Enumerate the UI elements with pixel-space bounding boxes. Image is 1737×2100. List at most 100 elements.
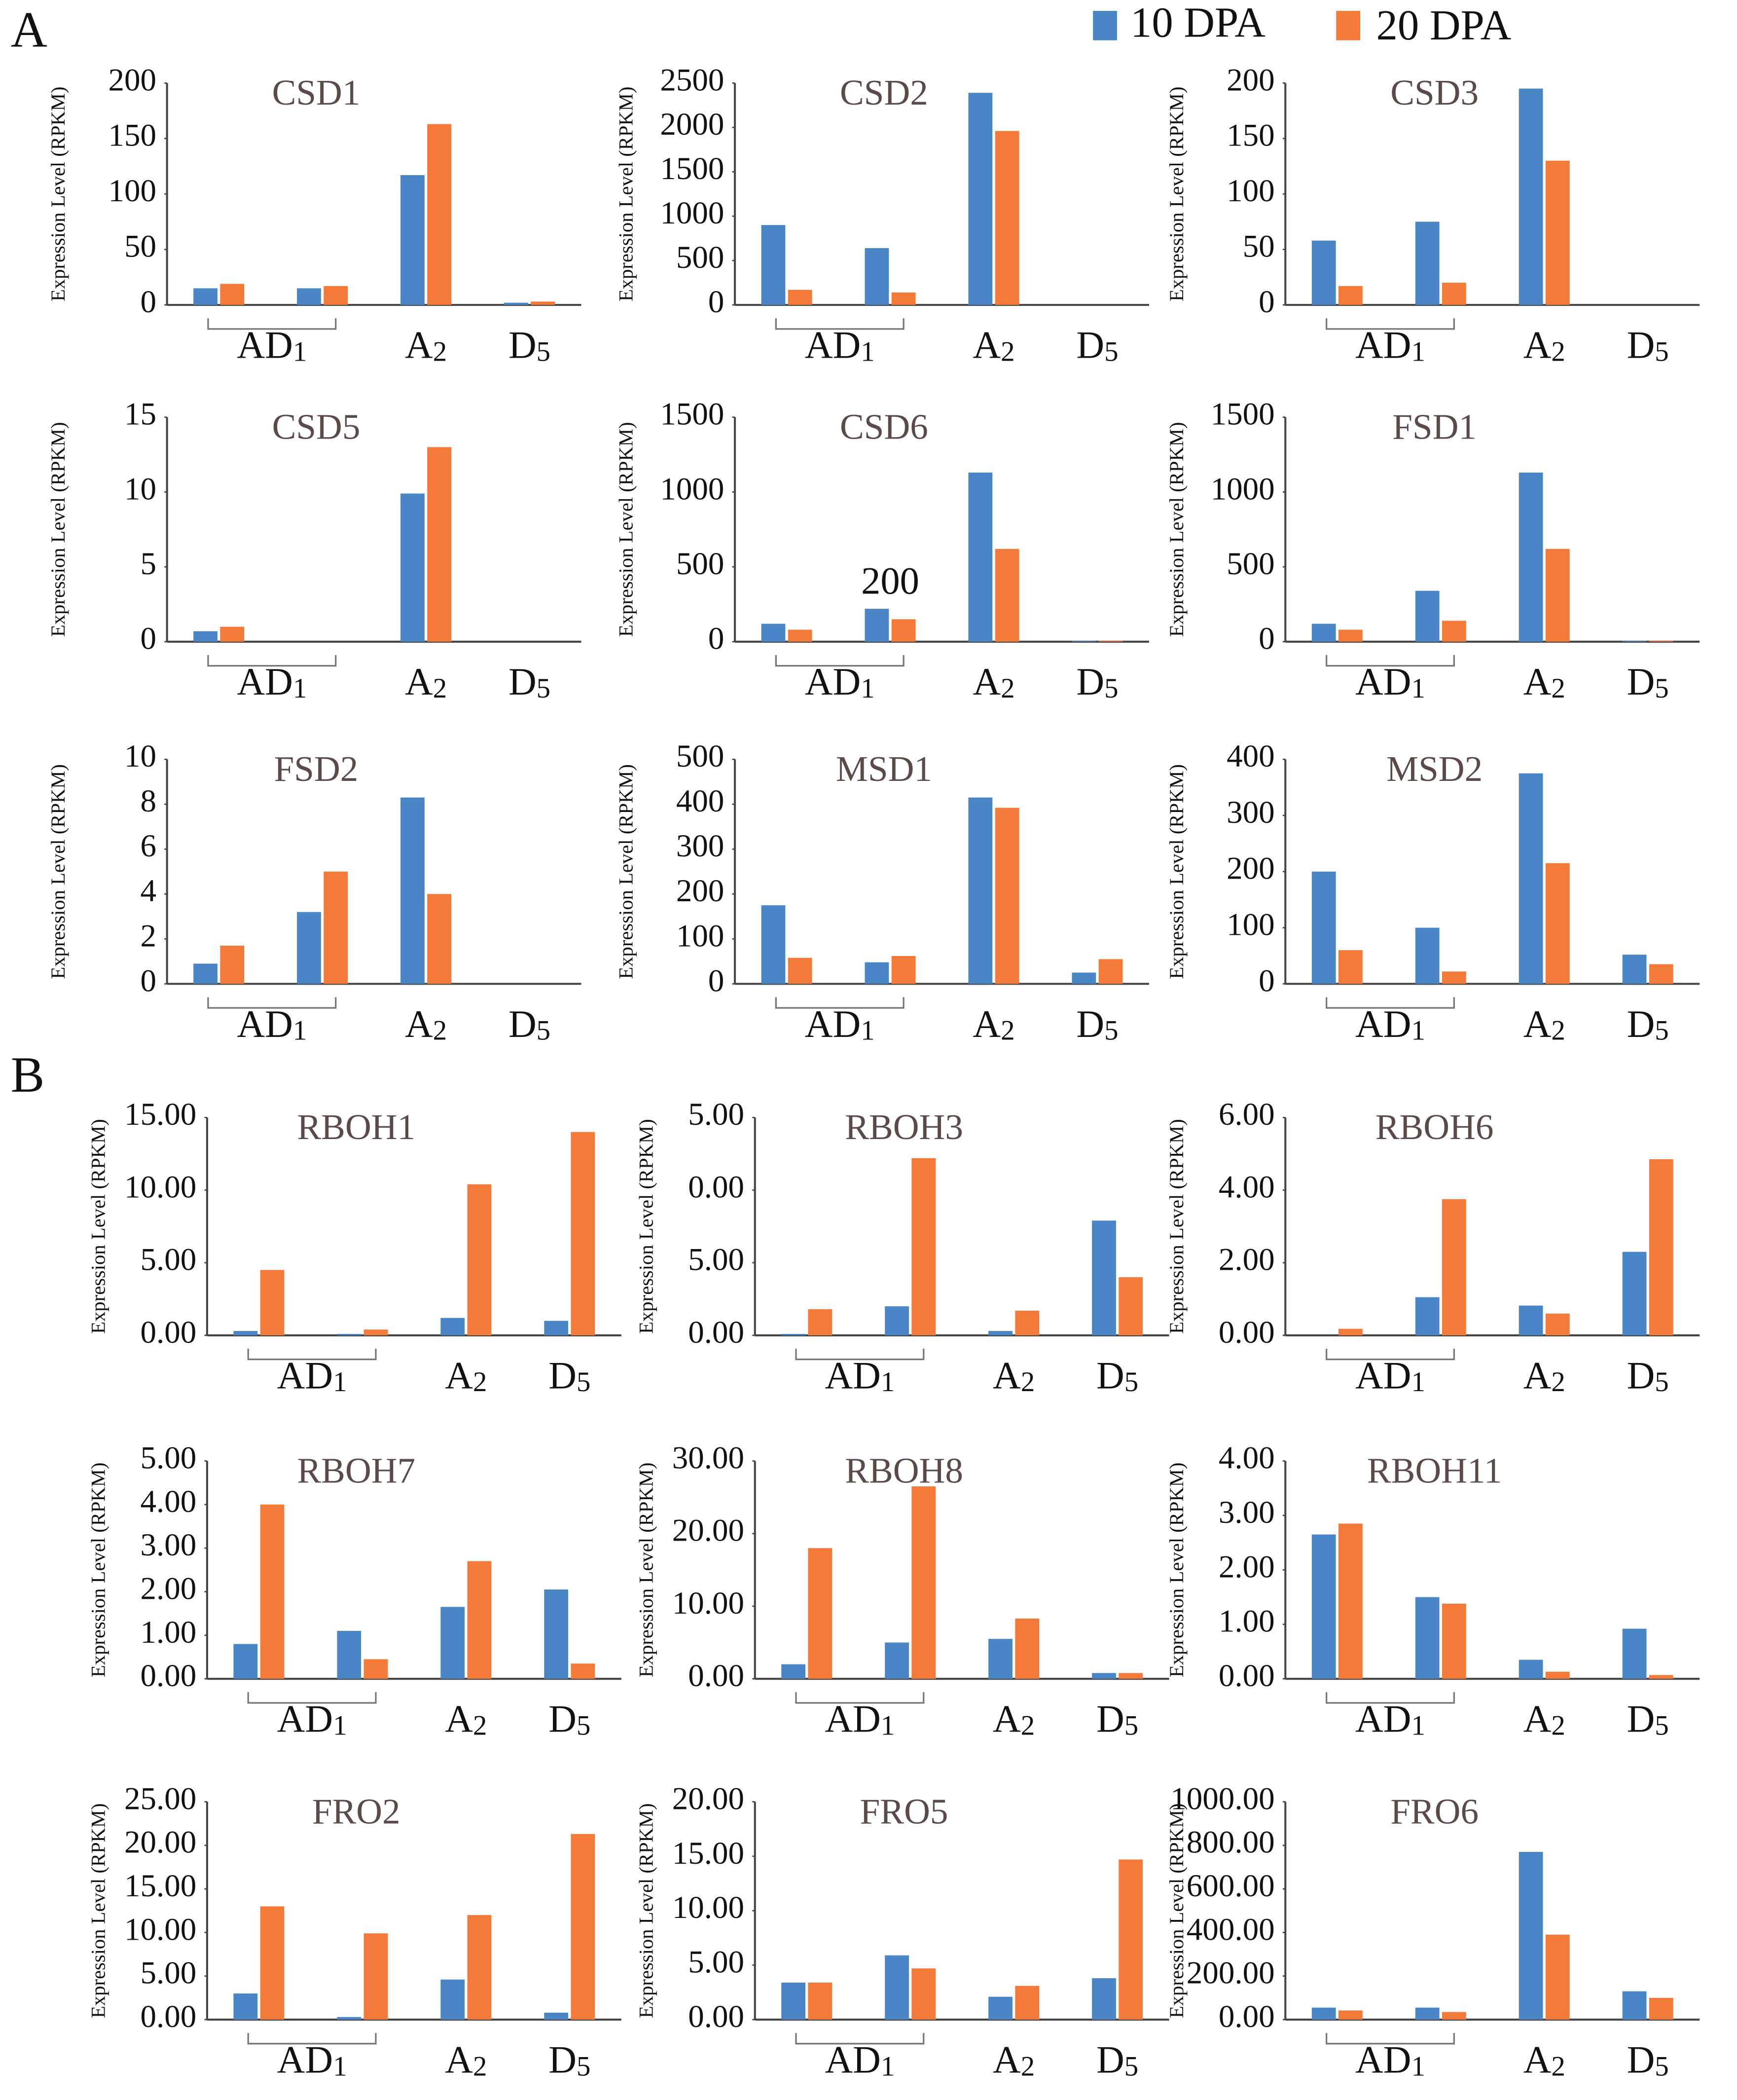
y-tick-label: 500	[676, 546, 724, 582]
legend-swatch	[1336, 11, 1360, 40]
y-tick-label: 150	[108, 118, 156, 153]
y-tick-label: 400	[676, 783, 724, 819]
group-bracket	[795, 1349, 925, 1361]
x-tick-label: A2	[1523, 1354, 1565, 1398]
bar	[1338, 2010, 1363, 2020]
y-tick-label: 300	[676, 828, 724, 864]
y-tick-label: 5.00	[688, 1945, 744, 1980]
y-tick-label: 100	[676, 918, 724, 954]
bar	[504, 302, 528, 305]
y-tick-label: 800.00	[1187, 1825, 1275, 1860]
group-label: AD1	[805, 1002, 875, 1046]
bar	[865, 962, 889, 984]
chart-title: CSD5	[272, 407, 361, 447]
bar	[1442, 1199, 1466, 1335]
bar	[808, 1548, 832, 1679]
y-axis-label: Expression Level (RPKM)	[1165, 1119, 1188, 1334]
x-tick-label: D5	[1627, 1697, 1669, 1741]
y-tick-label: 0	[708, 963, 724, 998]
group-label: AD1	[277, 1697, 347, 1741]
y-axis-label: Expression Level (RPKM)	[635, 1119, 657, 1334]
group-label: AD1	[825, 2038, 895, 2082]
y-tick-label: 0	[140, 621, 156, 657]
y-tick-label: 2.00	[140, 1571, 196, 1606]
bar	[427, 894, 452, 984]
group-label: AD1	[1355, 1354, 1425, 1398]
x-tick-label: A2	[1523, 660, 1565, 704]
group-bracket	[775, 655, 905, 667]
y-tick-label: 600.00	[1187, 1868, 1275, 1904]
bar	[988, 1331, 1013, 1335]
y-axis-label: Expression Level (RPKM)	[635, 1463, 657, 1678]
bar	[891, 956, 916, 984]
bar	[1311, 2007, 1336, 2020]
bar	[427, 124, 452, 305]
bar	[193, 631, 217, 642]
y-tick-label: 150	[1227, 118, 1275, 153]
bar	[1519, 88, 1543, 305]
y-tick-label: 0	[1259, 621, 1275, 657]
group-label: AD1	[277, 1354, 347, 1398]
y-tick-label: 25.00	[124, 1781, 196, 1816]
bar	[1338, 286, 1363, 305]
group-bracket	[1325, 1692, 1455, 1704]
bar	[400, 493, 425, 642]
x-tick-label: A2	[1523, 1697, 1565, 1741]
bar	[1072, 641, 1096, 642]
bar	[1311, 624, 1336, 642]
bar	[467, 1915, 492, 2020]
bar	[1311, 240, 1336, 305]
y-tick-label: 200	[1227, 851, 1275, 886]
bar	[467, 1184, 492, 1335]
bar	[788, 958, 812, 984]
y-tick-label: 10.00	[672, 1890, 744, 1925]
annotation: 200	[861, 559, 919, 602]
bar	[1545, 160, 1570, 305]
y-tick-label: 10	[124, 738, 156, 774]
bar	[885, 1642, 909, 1679]
panel-label: A	[11, 1, 47, 58]
bar	[1015, 1310, 1040, 1335]
y-tick-label: 5.00	[140, 1242, 196, 1278]
bar	[1098, 641, 1123, 642]
bar	[1545, 1671, 1570, 1679]
y-tick-label: 15	[124, 397, 156, 432]
y-tick-label: 2.00	[1219, 1242, 1275, 1278]
group-bracket	[775, 997, 905, 1009]
bar	[440, 1318, 465, 1335]
x-tick-label: A2	[973, 324, 1014, 368]
y-tick-label: 4	[140, 873, 156, 909]
bar	[1338, 1523, 1363, 1679]
y-axis-label: Expression Level (RPKM)	[1165, 86, 1188, 301]
y-tick-label: 400	[1227, 738, 1275, 774]
bar	[911, 1486, 936, 1679]
y-tick-label: 0.00	[688, 1658, 744, 1694]
y-tick-label: 5	[140, 546, 156, 582]
bar	[1442, 621, 1466, 642]
bar	[1098, 959, 1123, 984]
x-tick-label: D5	[1627, 1354, 1669, 1398]
bar	[1622, 1252, 1647, 1335]
bar	[400, 175, 425, 305]
y-tick-label: 10	[124, 471, 156, 507]
y-tick-label: 2	[140, 918, 156, 954]
y-tick-label: 3.00	[1219, 1495, 1275, 1530]
y-axis-label: Expression Level (RPKM)	[1165, 422, 1188, 637]
x-tick-label: D5	[1096, 1697, 1138, 1741]
y-tick-label: 1000	[660, 471, 724, 507]
bar	[531, 301, 555, 305]
bar	[1415, 590, 1440, 642]
bar	[571, 1834, 595, 2020]
y-tick-label: 0	[140, 963, 156, 998]
bar	[1622, 1628, 1647, 1679]
chart-title: RBOH8	[845, 1450, 963, 1490]
bar	[911, 1158, 936, 1335]
bar	[885, 1306, 909, 1335]
y-axis-label: Expression Level (RPKM)	[615, 764, 637, 979]
group-bracket	[1325, 997, 1455, 1009]
bar	[788, 629, 812, 642]
bar	[193, 963, 217, 984]
y-tick-label: 10.00	[124, 1912, 196, 1947]
bar	[220, 284, 245, 305]
